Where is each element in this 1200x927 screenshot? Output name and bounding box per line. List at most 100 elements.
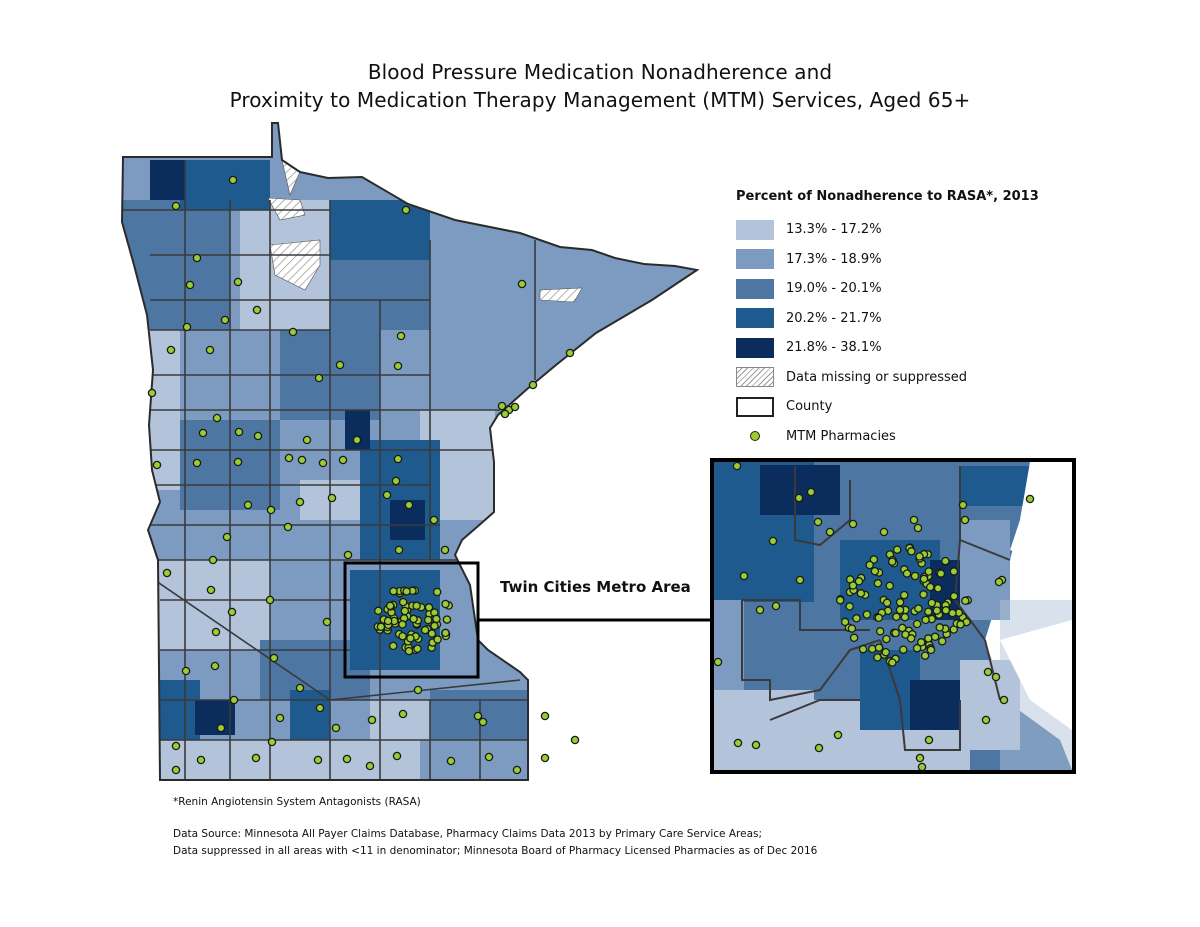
pharmacy-marker <box>882 598 892 608</box>
pharmacy-marker <box>181 666 191 676</box>
legend-swatch-class-3 <box>736 278 774 299</box>
legend-swatch-class-2 <box>736 249 774 270</box>
pharmacy-marker <box>937 636 947 646</box>
pharmacy-marker <box>847 624 857 633</box>
legend-swatch-pharmacy <box>736 431 774 442</box>
pharmacy-marker <box>739 571 749 581</box>
footnote-source-line-2: Data suppressed in all areas with <11 in… <box>173 845 818 857</box>
pharmacy-marker <box>920 651 930 660</box>
pharmacy-marker <box>398 620 407 629</box>
pharmacy-marker <box>446 756 456 766</box>
pharmacy-marker <box>856 589 866 598</box>
pharmacy-marker <box>899 645 908 654</box>
pharmacy-marker <box>211 627 221 637</box>
pharmacy-marker <box>322 617 332 627</box>
pharmacy-marker <box>313 755 323 765</box>
inset-pharmacy-markers <box>713 461 1035 772</box>
legend-label-class-1: 13.3% - 17.2% <box>786 222 882 238</box>
pharmacy-marker <box>229 695 239 705</box>
pharmacy-marker <box>388 641 398 651</box>
pharmacy-marker <box>427 629 437 638</box>
pharmacy-marker <box>806 487 816 497</box>
pharmacy-marker <box>391 476 401 486</box>
pharmacy-marker <box>265 595 275 605</box>
pharmacy-marker <box>398 631 407 641</box>
pharmacy-marker <box>825 527 835 537</box>
pharmacy-marker <box>881 647 891 657</box>
legend-swatch-class-4 <box>736 308 774 329</box>
pharmacy-marker <box>404 646 414 656</box>
pharmacy-marker <box>497 401 507 411</box>
pharmacy-marker <box>924 634 933 643</box>
pharmacy-marker <box>253 431 263 441</box>
pharmacy-marker <box>295 497 305 507</box>
pharmacy-marker <box>892 545 902 554</box>
pharmacy-marker <box>413 644 422 653</box>
pharmacy-marker <box>933 584 943 593</box>
pharmacy-marker <box>266 505 276 515</box>
pharmacy-marker <box>915 753 925 763</box>
pharmacy-marker <box>206 585 216 595</box>
pharmacy-marker <box>994 577 1004 587</box>
pharmacy-marker <box>275 713 285 723</box>
legend-row-class-4: 20.2% - 21.7% <box>736 304 1056 334</box>
pharmacy-marker <box>926 582 935 592</box>
pharmacy-marker <box>900 612 910 622</box>
pharmacy-marker <box>768 536 778 546</box>
pharmacy-marker <box>171 201 181 211</box>
pharmacy-marker <box>874 613 884 623</box>
pharmacy-marker <box>185 280 195 290</box>
pharmacy-marker <box>374 606 383 616</box>
pharmacy-marker <box>991 672 1001 682</box>
pharmacy-marker <box>1025 494 1035 504</box>
pharmacy-marker <box>398 709 408 719</box>
pharmacy-marker <box>252 305 262 315</box>
pharmacy-marker <box>297 455 307 465</box>
pharmacy-marker <box>478 717 488 727</box>
pharmacy-marker <box>198 428 208 438</box>
pharmacy-marker <box>152 460 162 470</box>
pharmacy-marker <box>927 598 937 608</box>
pharmacy-marker <box>935 623 944 632</box>
pharmacy-marker <box>512 765 522 775</box>
pharmacy-marker <box>402 587 411 596</box>
pharmacy-marker <box>941 556 950 566</box>
pharmacy-marker <box>269 653 279 663</box>
legend-label-missing: Data missing or suppressed <box>786 369 968 385</box>
pharmacy-marker <box>926 645 936 655</box>
legend-label-class-4: 20.2% - 21.7% <box>786 310 882 326</box>
legend-title: Percent of Nonadherence to RASA*, 2013 <box>736 189 1039 204</box>
pharmacy-marker <box>932 606 942 615</box>
pharmacy-marker <box>393 454 403 464</box>
pharmacy-marker <box>902 569 912 578</box>
pharmacy-marker <box>314 373 324 383</box>
pharmacy-marker <box>910 571 920 581</box>
pharmacy-marker <box>442 615 452 624</box>
pharmacy-marker <box>899 590 909 600</box>
pharmacy-marker <box>854 577 864 586</box>
legend-swatch-class-1 <box>736 219 774 240</box>
pharmacy-marker <box>983 667 993 677</box>
pharmacy-marker <box>376 622 386 632</box>
pharmacy-marker <box>243 500 253 510</box>
pharmacy-marker <box>210 661 220 671</box>
pharmacy-marker <box>343 550 353 560</box>
pharmacy-marker <box>166 345 176 355</box>
legend-row-missing: Data missing or suppressed <box>736 363 1056 393</box>
pharmacy-marker <box>813 517 823 527</box>
pharmacy-marker <box>732 461 742 471</box>
pharmacy-marker <box>315 703 325 713</box>
pharmacy-marker <box>912 643 922 653</box>
pharmacy-marker <box>147 388 157 398</box>
pharmacy-marker <box>921 615 930 625</box>
pharmacy-marker <box>835 595 845 605</box>
legend-label-class-2: 17.3% - 18.9% <box>786 251 882 267</box>
pharmacy-marker <box>528 380 538 390</box>
pharmacy-marker <box>440 545 450 555</box>
pharmacy-marker <box>409 614 418 624</box>
pharmacy-marker <box>484 752 494 762</box>
pharmacy-marker <box>401 205 411 215</box>
pharmacy-marker <box>570 735 580 745</box>
legend-label-pharmacy: MTM Pharmacies <box>786 428 896 444</box>
